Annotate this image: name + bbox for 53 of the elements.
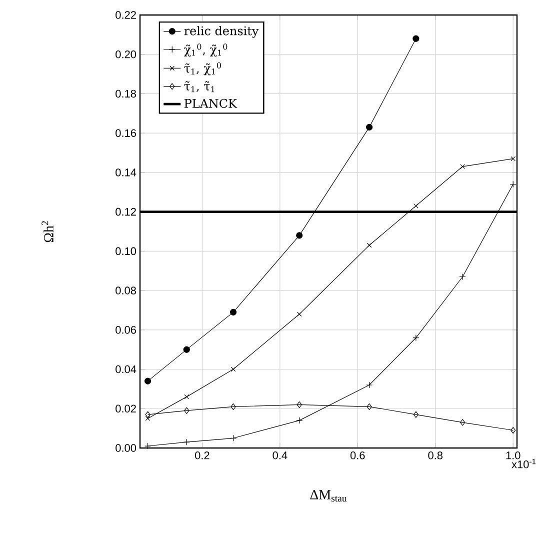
point — [230, 308, 237, 316]
y-tick-label: 0.04 — [116, 365, 136, 374]
y-tick-label: 0.20 — [116, 50, 136, 58]
y-tick-label: 0.10 — [116, 247, 136, 256]
point — [230, 366, 236, 372]
y-tick-label: 0.18 — [116, 90, 136, 98]
point — [145, 411, 150, 418]
point — [366, 403, 372, 410]
legend-label: τ̃$_{1}$, τ̃$_{1}$ — [184, 81, 214, 92]
point — [144, 442, 152, 450]
point — [460, 419, 466, 426]
point — [366, 382, 373, 388]
point — [366, 124, 373, 130]
point — [412, 35, 420, 42]
point — [412, 334, 420, 342]
x-tick-label: 0.6 — [350, 452, 365, 460]
point — [296, 417, 303, 424]
point — [296, 401, 302, 408]
x-axis-title: ΔM$_{stau}$ — [310, 490, 347, 502]
y-tick-label: 0.02 — [116, 404, 136, 413]
x-tick-label: 0.4 — [272, 452, 288, 460]
y-tick-label: 0.00 — [116, 444, 136, 452]
point — [184, 407, 190, 414]
x-tick-label: 0.2 — [194, 452, 210, 460]
y-tick-label: 0.06 — [116, 326, 136, 334]
point — [184, 394, 190, 400]
point — [413, 411, 418, 418]
point — [510, 180, 516, 188]
point — [414, 203, 418, 208]
point — [183, 346, 190, 353]
x-tick-label: 1.0 — [506, 452, 520, 460]
point — [510, 426, 516, 434]
legend-label: relic density — [184, 26, 259, 38]
point — [230, 403, 236, 410]
point — [296, 312, 302, 317]
legend-label: PLANCK — [184, 98, 238, 108]
y-tick-label: 0.14 — [116, 168, 136, 176]
point — [296, 232, 303, 239]
point — [145, 416, 150, 421]
point — [183, 438, 190, 446]
x-tick-label: 0.8 — [428, 452, 443, 460]
point — [459, 273, 466, 280]
point — [366, 242, 372, 248]
y-tick-label: 0.22 — [116, 11, 136, 19]
point — [144, 378, 152, 384]
y-tick-label: 0.16 — [116, 129, 136, 137]
y-tick-label: 0.08 — [116, 286, 136, 294]
point — [460, 164, 466, 169]
y-tick-label: 0.12 — [116, 208, 136, 216]
text: x10$^{-1}$ — [512, 458, 536, 468]
point — [230, 434, 237, 442]
y-axis-title: Ωh$^{2}$ — [42, 221, 54, 242]
point — [510, 156, 516, 162]
